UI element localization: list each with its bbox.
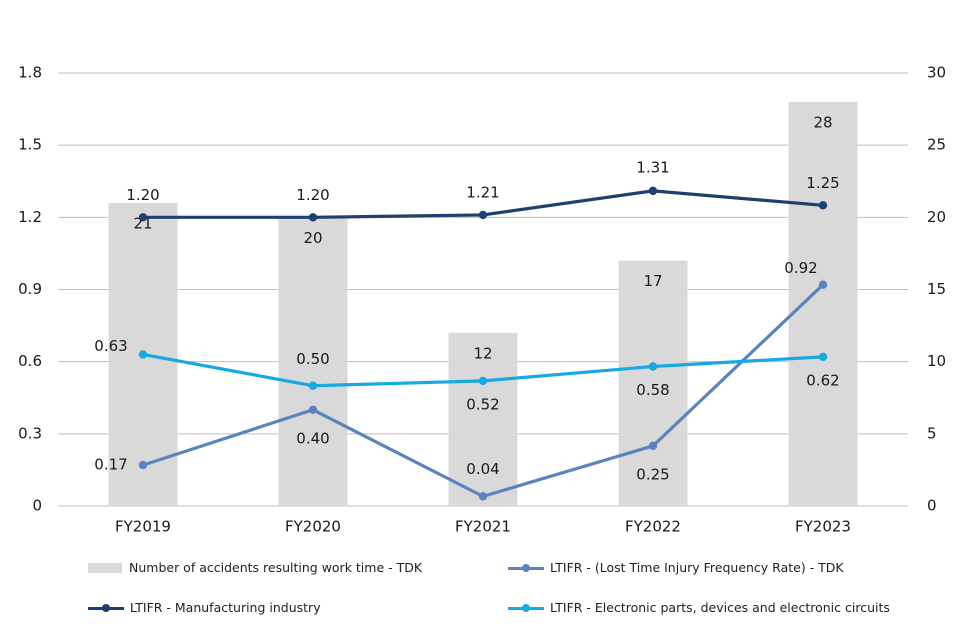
bar-data-label: 20: [303, 229, 322, 247]
legend-swatch-manufacturing: [88, 603, 124, 613]
legend-item-manufacturing: LTIFR - Manufacturing industry: [88, 600, 321, 615]
point-manufacturing: [478, 210, 488, 220]
legend-item-tdk-ltifr: LTIFR - (Lost Time Injury Frequency Rate…: [508, 560, 844, 575]
line-data-label-tdk-ltifr: 0.40: [296, 429, 329, 447]
bar-data-label: 28: [813, 113, 832, 131]
bar: [278, 217, 348, 507]
line-data-label-manufacturing: 1.20: [296, 186, 329, 204]
y-tick-label-left: 1.8: [18, 64, 42, 82]
legend-item-accidents: Number of accidents resulting work time …: [88, 560, 422, 575]
line-data-label-electronic: 0.62: [806, 371, 839, 389]
y-tick-label-right: 15: [927, 280, 946, 298]
bar: [618, 260, 688, 506]
y-tick-label-left: 0.6: [18, 352, 42, 370]
point-electronic: [648, 362, 658, 371]
y-tick-label-right: 20: [927, 208, 946, 226]
x-tick-label: FY2019: [115, 518, 171, 536]
line-data-label-tdk-ltifr: 0.92: [784, 259, 817, 277]
line-data-label-electronic: 0.50: [296, 350, 329, 368]
y-tick-label-left: 0: [32, 497, 42, 515]
x-tick-label: FY2023: [795, 518, 851, 536]
point-manufacturing: [648, 186, 658, 196]
y-tick-label-right: 10: [927, 352, 946, 370]
line-data-label-electronic: 0.63: [94, 337, 127, 355]
point-tdk-ltifr: [478, 492, 488, 501]
line-data-label-manufacturing: 1.20: [126, 186, 159, 204]
y-tick-label-left: 1.5: [18, 136, 42, 154]
bar: [788, 101, 858, 506]
y-tick-label-left: 1.2: [18, 208, 42, 226]
legend-label-manufacturing: LTIFR - Manufacturing industry: [130, 600, 321, 615]
line-data-label-tdk-ltifr: 0.25: [636, 465, 669, 483]
bar: [448, 332, 518, 506]
point-manufacturing: [818, 201, 828, 210]
line-data-label-manufacturing: 1.31: [636, 158, 669, 176]
legend-swatch-electronic: [508, 603, 544, 613]
legend-swatch-tdk-ltifr: [508, 563, 544, 573]
x-tick-label: FY2020: [285, 518, 341, 536]
bar-data-label: 17: [643, 272, 662, 290]
y-tick-label-left: 0.9: [18, 280, 42, 298]
x-tick-label: FY2022: [625, 518, 681, 536]
y-tick-label-left: 0.3: [18, 424, 42, 442]
legend-label-electronic: LTIFR - Electronic parts, devices and el…: [550, 600, 890, 615]
legend-item-electronic: LTIFR - Electronic parts, devices and el…: [508, 600, 890, 615]
legend-swatch-bar: [88, 562, 122, 573]
y-tick-label-right: 0: [927, 497, 937, 515]
line-data-label-tdk-ltifr: 0.17: [94, 456, 127, 474]
point-manufacturing: [308, 213, 318, 222]
legend-label-tdk-ltifr: LTIFR - (Lost Time Injury Frequency Rate…: [550, 560, 844, 575]
legend-label-accidents: Number of accidents resulting work time …: [129, 560, 423, 575]
y-tick-label-right: 25: [927, 136, 946, 154]
point-tdk-ltifr: [648, 441, 658, 451]
bar-data-label: 12: [473, 344, 492, 362]
point-tdk-ltifr: [138, 460, 148, 470]
point-electronic: [308, 381, 318, 390]
point-tdk-ltifr: [308, 405, 318, 414]
y-tick-label-right: 30: [927, 64, 946, 82]
line-data-label-manufacturing: 1.25: [806, 174, 839, 192]
point-electronic: [478, 376, 488, 386]
line-data-label-electronic: 0.58: [636, 381, 669, 399]
y-tick-label-right: 5: [927, 424, 937, 442]
line-data-label-tdk-ltifr: 0.04: [466, 460, 499, 478]
x-tick-label: FY2021: [455, 518, 511, 536]
point-manufacturing: [138, 213, 148, 222]
point-electronic: [138, 350, 148, 359]
line-data-label-manufacturing: 1.21: [466, 183, 499, 201]
point-electronic: [818, 352, 828, 362]
point-tdk-ltifr: [818, 280, 828, 289]
line-data-label-electronic: 0.52: [466, 395, 499, 413]
